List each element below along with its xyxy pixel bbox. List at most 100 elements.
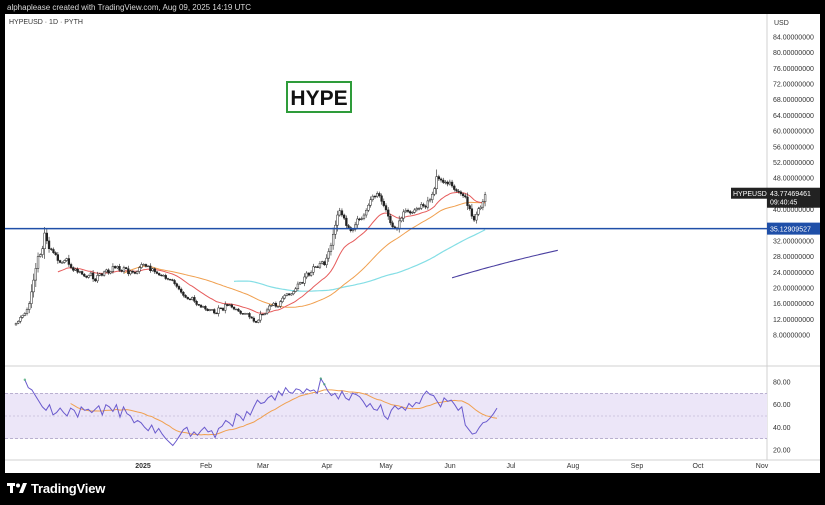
candle-body bbox=[472, 215, 476, 221]
candle-body bbox=[160, 274, 163, 277]
candle-body bbox=[83, 273, 86, 277]
candle-body bbox=[171, 279, 174, 281]
candle-body bbox=[34, 268, 37, 281]
candle-body bbox=[285, 293, 289, 296]
price-tick-label: 72.00000000 bbox=[773, 82, 814, 89]
candle-body bbox=[155, 271, 159, 274]
candle-body bbox=[391, 222, 394, 228]
hype-annotation-text: HYPE bbox=[290, 87, 347, 110]
candle-body bbox=[232, 306, 236, 310]
candle-body bbox=[17, 321, 20, 324]
last-price-symbol-box bbox=[731, 187, 767, 199]
candle-body bbox=[351, 229, 355, 231]
candle-body bbox=[28, 303, 31, 310]
candle-body bbox=[230, 304, 233, 308]
candle-body bbox=[228, 304, 231, 306]
price-tick-label: 8.00000000 bbox=[773, 333, 810, 340]
candle-body bbox=[102, 271, 106, 276]
candle-body bbox=[226, 304, 229, 306]
candle-body bbox=[39, 254, 42, 257]
hype-annotation-box bbox=[286, 81, 352, 113]
candle-body bbox=[197, 304, 200, 306]
time-axis-label: Oct bbox=[693, 463, 704, 470]
time-axis-label: Mar bbox=[257, 463, 270, 470]
candle-body bbox=[378, 193, 381, 197]
time-axis-label: Jul bbox=[507, 463, 516, 470]
candle-body bbox=[276, 306, 280, 308]
candle-body bbox=[373, 195, 377, 198]
candle-body bbox=[61, 262, 64, 264]
candle-body bbox=[435, 176, 438, 189]
candle-body bbox=[193, 297, 196, 302]
candle-body bbox=[259, 313, 262, 321]
candle-body bbox=[470, 208, 474, 217]
candle-body bbox=[411, 212, 414, 214]
candle-body bbox=[142, 264, 145, 266]
candle-body bbox=[331, 233, 335, 246]
candle-body bbox=[43, 232, 46, 249]
rsi-tick-label: 60.00 bbox=[773, 402, 791, 409]
candle-body bbox=[327, 251, 330, 259]
candle-body bbox=[180, 288, 183, 293]
candle-body bbox=[87, 275, 90, 278]
candle-body bbox=[365, 210, 368, 216]
candle-body bbox=[382, 201, 385, 206]
candle-body bbox=[358, 218, 361, 220]
candle-body bbox=[182, 292, 185, 296]
candle-body bbox=[41, 248, 44, 255]
candle-body bbox=[186, 297, 189, 300]
candle-body bbox=[367, 204, 370, 211]
candle-body bbox=[169, 279, 172, 281]
candle-body bbox=[188, 298, 192, 300]
candle-body bbox=[131, 270, 134, 273]
candle-body bbox=[468, 205, 471, 209]
candle-body bbox=[455, 189, 458, 192]
candle-body bbox=[118, 266, 121, 271]
candle-body bbox=[241, 313, 244, 315]
candle-body bbox=[318, 262, 322, 268]
candle-body bbox=[94, 278, 97, 282]
candle-body bbox=[215, 312, 218, 315]
ma-mid-line bbox=[123, 201, 486, 308]
candle-body bbox=[279, 301, 282, 307]
candle-body bbox=[69, 264, 73, 268]
candle-body bbox=[105, 269, 108, 273]
candle-body bbox=[147, 265, 150, 268]
candle-body bbox=[32, 279, 35, 293]
chart-frame[interactable]: HYPEUSD · 1D · PYTH HYPE USD 84.00000000 80.… bbox=[5, 14, 820, 473]
candle-body bbox=[177, 286, 181, 290]
candle-body bbox=[100, 273, 104, 276]
candle-body bbox=[224, 304, 227, 311]
candle-body bbox=[475, 213, 478, 221]
rsi-line bbox=[24, 377, 498, 447]
candle-body bbox=[428, 199, 432, 202]
candle-body bbox=[406, 210, 410, 212]
candle-body bbox=[164, 275, 167, 279]
candle-body bbox=[320, 261, 324, 264]
candle-body bbox=[481, 201, 485, 208]
candle-body bbox=[36, 256, 40, 269]
candle-body bbox=[54, 252, 57, 255]
candle-body bbox=[301, 282, 304, 284]
candle-body bbox=[239, 310, 242, 314]
candle-body bbox=[336, 214, 339, 226]
candle-body bbox=[483, 194, 487, 202]
rsi-overbought-mark bbox=[319, 377, 323, 380]
candle-body bbox=[116, 266, 119, 269]
candle-body bbox=[109, 271, 112, 274]
candle-body bbox=[369, 199, 372, 206]
candle-body bbox=[477, 208, 480, 215]
symbol-label: HYPEUSD · 1D · PYTH bbox=[9, 19, 83, 26]
candle-body bbox=[248, 313, 251, 318]
candle-body bbox=[334, 224, 337, 235]
candle-body bbox=[124, 267, 128, 269]
time-axis-label: Aug bbox=[567, 463, 580, 470]
price-chart[interactable]: HYPEUSD · 1D · PYTHHYPEUSD84.0000000080.… bbox=[5, 14, 820, 473]
candle-body bbox=[252, 317, 256, 322]
candle-body bbox=[202, 306, 205, 308]
candle-body bbox=[246, 313, 249, 315]
support-line-label-box bbox=[767, 222, 820, 235]
candle-body bbox=[479, 206, 482, 209]
candle-body bbox=[422, 204, 425, 207]
candle-body bbox=[199, 304, 203, 308]
